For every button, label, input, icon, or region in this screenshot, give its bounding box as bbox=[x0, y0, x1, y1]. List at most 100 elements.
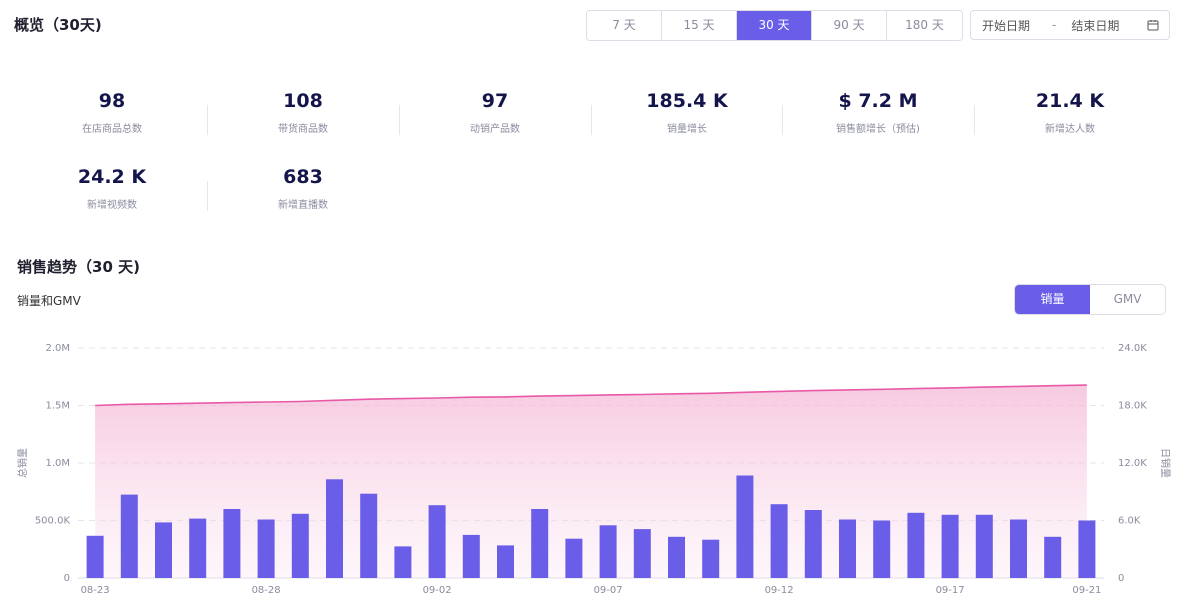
bar-09-11[interactable] bbox=[736, 475, 754, 579]
range-15-days-button[interactable]: 15 天 bbox=[662, 11, 737, 40]
bar-09-16[interactable] bbox=[907, 512, 925, 578]
right-tick-label: 18.0K bbox=[1118, 401, 1147, 412]
sales-trend-chart: 0 500.0K 1.0M 1.5M 2.0M 0 6.0K 12.0K 18.0K 24.0K… bbox=[16, 343, 1172, 596]
bar-09-10[interactable] bbox=[702, 539, 720, 578]
time-range-selector: 7 天 15 天 30 天 90 天 180 天 bbox=[586, 10, 963, 41]
right-tick-label: 0 bbox=[1118, 573, 1124, 584]
bar-09-14[interactable] bbox=[839, 519, 856, 579]
metric-promoted-products: 108 带货商品数 bbox=[207, 90, 399, 135]
x-tick-label: 09-12 bbox=[765, 585, 794, 596]
right-tick-label: 24.0K bbox=[1118, 343, 1147, 354]
end-date-input[interactable]: 结束日期 bbox=[1071, 18, 1120, 33]
bar-08-31[interactable] bbox=[360, 493, 378, 578]
metric-toggle: 销量 GMV bbox=[1014, 284, 1166, 315]
bar-09-12[interactable] bbox=[770, 504, 788, 578]
left-tick-label: 1.5M bbox=[45, 401, 70, 412]
x-axis: 08-23 08-28 09-02 09-07 09-12 09-17 09-21 bbox=[81, 585, 1102, 596]
bar-09-15[interactable] bbox=[873, 520, 891, 579]
bar-09-18[interactable] bbox=[975, 514, 993, 579]
toggle-gmv-button[interactable]: GMV bbox=[1090, 285, 1165, 314]
date-separator: - bbox=[1052, 18, 1057, 32]
metric-label: 带货商品数 bbox=[278, 124, 328, 135]
bar-08-26[interactable] bbox=[189, 518, 207, 578]
x-tick-label: 08-23 bbox=[81, 585, 110, 596]
metric-active-products: 97 动销产品数 bbox=[399, 90, 591, 135]
left-tick-label: 0 bbox=[64, 573, 70, 584]
bar-09-13[interactable] bbox=[804, 510, 822, 578]
metric-products-in-store: 98 在店商品总数 bbox=[16, 90, 208, 135]
bar-09-20[interactable] bbox=[1044, 536, 1062, 578]
divider bbox=[591, 105, 592, 135]
metric-sales-growth: 185.4 K 销量增长 bbox=[591, 90, 783, 135]
bar-09-05[interactable] bbox=[531, 509, 549, 578]
daily-sales-bars bbox=[86, 475, 1096, 579]
bar-09-03[interactable] bbox=[462, 534, 480, 578]
bar-09-06[interactable] bbox=[565, 538, 583, 578]
bar-08-25[interactable] bbox=[155, 522, 172, 578]
metric-value: 98 bbox=[98, 90, 126, 112]
divider bbox=[399, 105, 400, 135]
metric-new-livestreams: 683 新增直播数 bbox=[207, 166, 399, 211]
metric-label: 动销产品数 bbox=[470, 124, 520, 135]
metric-value: 108 bbox=[283, 90, 323, 112]
left-tick-label: 500.0K bbox=[35, 516, 71, 527]
bar-09-17[interactable] bbox=[941, 514, 959, 579]
metric-value: 97 bbox=[481, 90, 509, 112]
divider bbox=[782, 105, 783, 135]
right-tick-label: 6.0K bbox=[1118, 516, 1141, 527]
metric-value: 683 bbox=[283, 166, 323, 188]
range-90-days-button[interactable]: 90 天 bbox=[812, 11, 887, 40]
bar-09-09[interactable] bbox=[668, 536, 685, 578]
calendar-icon[interactable] bbox=[1147, 19, 1159, 31]
range-30-days-button[interactable]: 30 天 bbox=[737, 11, 812, 40]
left-tick-label: 2.0M bbox=[45, 343, 70, 354]
bar-08-30[interactable] bbox=[326, 479, 343, 578]
metric-revenue-growth: $ 7.2 M 销售额增长（预估) bbox=[782, 90, 974, 135]
metric-value: 21.4 K bbox=[1035, 90, 1105, 112]
page-title: 概览（30天) bbox=[14, 16, 102, 34]
bar-09-21[interactable] bbox=[1078, 520, 1096, 579]
bar-09-01[interactable] bbox=[394, 546, 412, 578]
date-range-picker[interactable]: 开始日期 - 结束日期 bbox=[970, 10, 1170, 40]
right-tick-label: 12.0K bbox=[1118, 458, 1147, 469]
bar-09-02[interactable] bbox=[428, 505, 446, 578]
range-7-days-button[interactable]: 7 天 bbox=[587, 11, 662, 40]
divider bbox=[974, 105, 975, 135]
bar-08-28[interactable] bbox=[257, 519, 275, 579]
right-y-axis: 0 6.0K 12.0K 18.0K 24.0K bbox=[1118, 343, 1147, 584]
left-tick-label: 1.0M bbox=[45, 458, 70, 469]
metric-label: 新增视频数 bbox=[87, 200, 137, 211]
bar-09-04[interactable] bbox=[497, 545, 514, 578]
metric-label: 销量增长 bbox=[667, 124, 707, 135]
bar-08-27[interactable] bbox=[223, 509, 241, 578]
left-y-axis: 0 500.0K 1.0M 1.5M 2.0M bbox=[35, 343, 71, 584]
metric-new-videos: 24.2 K 新增视频数 bbox=[16, 166, 208, 211]
sales-trend-subtitle: 销量和GMV bbox=[17, 294, 81, 308]
metric-new-influencers: 21.4 K 新增达人数 bbox=[974, 90, 1166, 135]
x-tick-label: 09-17 bbox=[936, 585, 965, 596]
bar-09-07[interactable] bbox=[599, 525, 617, 578]
metric-value: 24.2 K bbox=[77, 166, 147, 188]
divider bbox=[207, 181, 208, 211]
total-sales-line bbox=[95, 384, 1087, 407]
metric-value: $ 7.2 M bbox=[838, 90, 918, 112]
start-date-input[interactable]: 开始日期 bbox=[982, 18, 1031, 33]
right-axis-label: 日销量 bbox=[1159, 448, 1172, 478]
divider bbox=[207, 105, 208, 135]
x-tick-label: 08-28 bbox=[252, 585, 281, 596]
total-sales-area bbox=[95, 385, 1087, 578]
x-tick-label: 09-21 bbox=[1072, 585, 1101, 596]
x-tick-label: 09-02 bbox=[423, 585, 452, 596]
metric-label: 新增直播数 bbox=[278, 200, 328, 211]
bar-08-29[interactable] bbox=[291, 513, 309, 578]
bar-09-08[interactable] bbox=[633, 529, 651, 578]
bar-09-19[interactable] bbox=[1010, 519, 1027, 579]
sales-trend-title: 销售趋势（30 天) bbox=[17, 258, 140, 276]
bar-08-24[interactable] bbox=[120, 494, 138, 578]
metric-label: 在店商品总数 bbox=[82, 124, 142, 135]
range-180-days-button[interactable]: 180 天 bbox=[887, 11, 962, 40]
x-tick-label: 09-07 bbox=[594, 585, 623, 596]
bar-08-23[interactable] bbox=[86, 535, 104, 578]
toggle-sales-volume-button[interactable]: 销量 bbox=[1015, 285, 1090, 314]
metric-label: 新增达人数 bbox=[1045, 124, 1095, 135]
